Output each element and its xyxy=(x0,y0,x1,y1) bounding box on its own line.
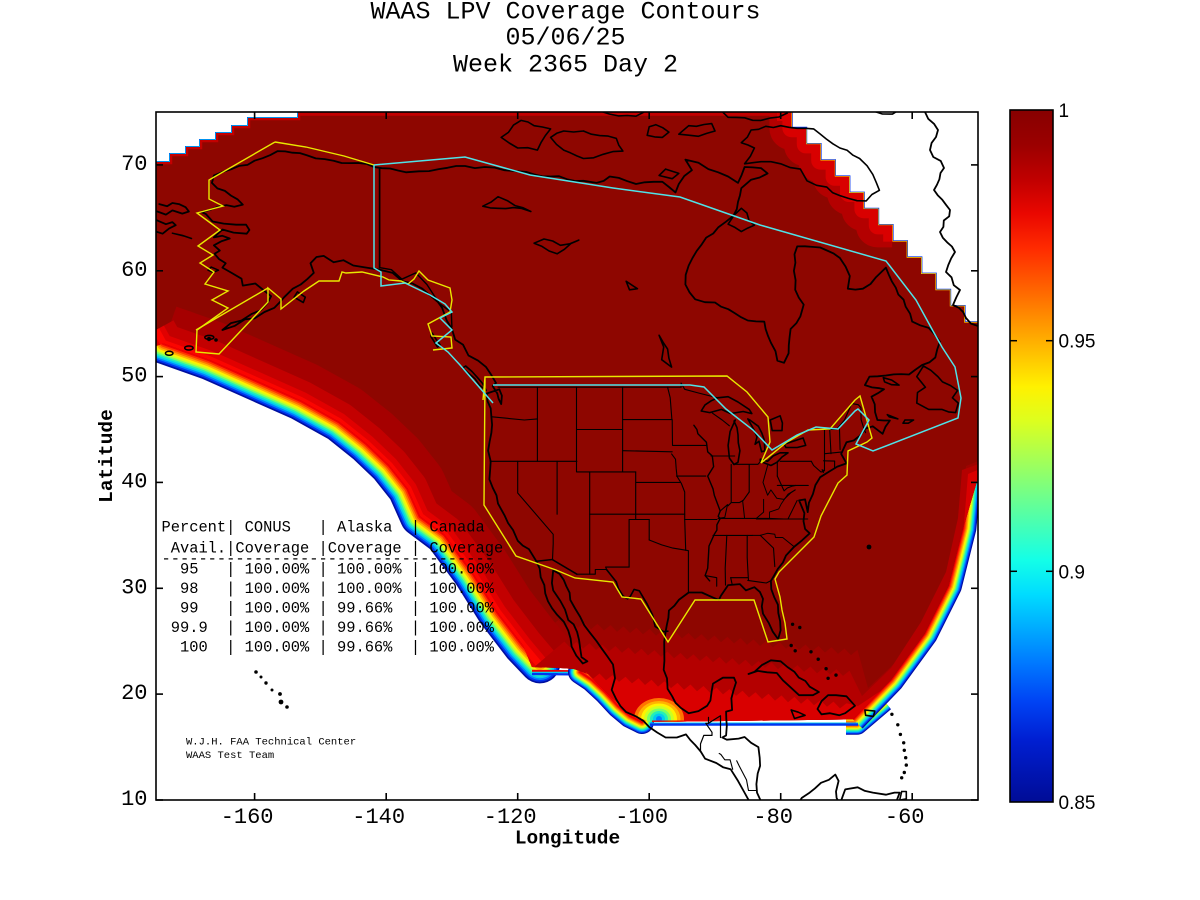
svg-text:0.95: 0.95 xyxy=(1059,332,1096,353)
svg-text:Latitude: Latitude xyxy=(96,409,118,503)
svg-text:95 | 100.00% | 100.00% | 100: 95 | 100.00% | 100.00% | 100.00% xyxy=(162,561,495,579)
svg-text:-120: -120 xyxy=(484,805,537,830)
svg-text:50: 50 xyxy=(121,364,147,389)
svg-text:20: 20 xyxy=(121,681,147,706)
svg-text:10: 10 xyxy=(121,787,147,812)
svg-text:99.9 | 100.00% | 99.66% | 10: 99.9 | 100.00% | 99.66% | 100.00% xyxy=(162,619,495,637)
svg-text:-80: -80 xyxy=(753,805,793,830)
svg-text:60: 60 xyxy=(121,258,147,283)
svg-text:1: 1 xyxy=(1059,101,1070,122)
svg-text:99 | 100.00% | 99.66% | 100: 99 | 100.00% | 99.66% | 100.00% xyxy=(162,600,495,618)
svg-text:40: 40 xyxy=(121,469,147,494)
svg-text:WAAS Test Team: WAAS Test Team xyxy=(186,750,274,762)
svg-text:0.9: 0.9 xyxy=(1059,562,1085,583)
svg-text:Week 2365 Day 2: Week 2365 Day 2 xyxy=(453,51,678,80)
svg-text:05/06/25: 05/06/25 xyxy=(505,24,625,53)
svg-text:98 | 100.00% | 100.00% | 100: 98 | 100.00% | 100.00% | 100.00% xyxy=(162,580,495,598)
svg-text:30: 30 xyxy=(121,575,147,600)
svg-text:-160: -160 xyxy=(221,805,274,830)
svg-text:W.J.H. FAA Technical Center: W.J.H. FAA Technical Center xyxy=(186,737,356,749)
svg-text:70: 70 xyxy=(121,152,147,177)
svg-text:------------------------------: ------------------------------------ xyxy=(162,550,495,568)
svg-text:-100: -100 xyxy=(615,805,668,830)
svg-text:WAAS LPV Coverage Contours: WAAS LPV Coverage Contours xyxy=(370,0,760,27)
svg-text:-60: -60 xyxy=(885,805,925,830)
svg-text:-140: -140 xyxy=(352,805,405,830)
svg-text:Percent| CONUS | Alaska | C: Percent| CONUS | Alaska | Canada xyxy=(162,519,485,537)
svg-text:0.85: 0.85 xyxy=(1059,793,1096,814)
svg-text:100 | 100.00% | 99.66% | 100: 100 | 100.00% | 99.66% | 100.00% xyxy=(162,639,495,657)
svg-text:Avail.|Coverage |Coverage | Co: Avail.|Coverage |Coverage | Coverage xyxy=(162,540,504,558)
svg-text:Longitude: Longitude xyxy=(515,828,620,850)
